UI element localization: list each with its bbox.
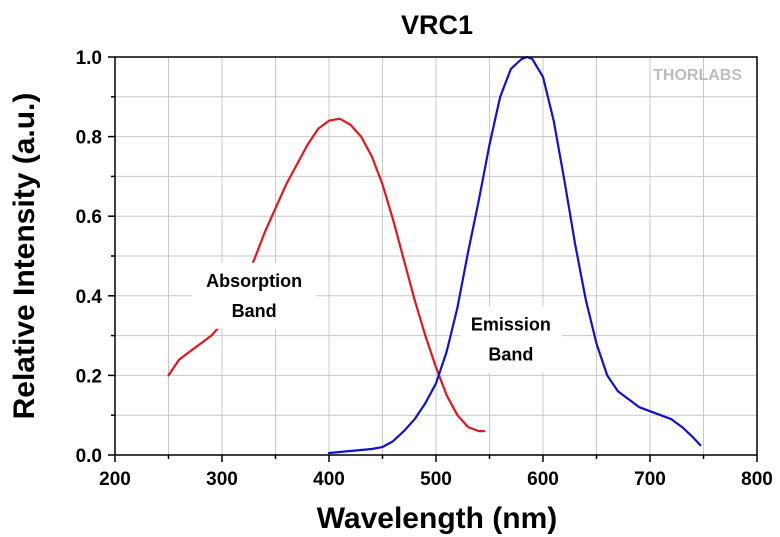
absorption-band-label: Band [232,301,277,321]
emission-band-label: Band [488,345,533,365]
x-tick-label: 400 [313,469,345,490]
x-tick-label: 300 [206,469,238,490]
grid [115,57,757,455]
axis-ticks [108,56,758,462]
y-tick-label: 0.8 [76,128,102,149]
y-tick-label: 0.2 [76,366,102,387]
emission-band-label: Emission [471,315,551,335]
annotations: Absorption Band Emission Band [192,262,562,373]
x-tick-label: 600 [527,469,559,490]
thorlabs-logo: THORLABS [653,67,742,84]
chart-title: VRC1 [401,10,473,40]
y-axis-title: Relative Intensity (a.u.) [8,93,41,420]
absorption-band-label: Absorption [206,271,302,291]
x-tick-label: 700 [634,469,666,490]
y-tick-label: 1.0 [76,48,102,69]
y-tick-label: 0.0 [76,446,102,467]
x-tick-labels: 200 300 400 500 600 700 800 [99,469,773,490]
x-tick-label: 500 [420,469,452,490]
x-axis-title: Wavelength (nm) [317,502,558,535]
x-tick-label: 200 [99,469,131,490]
annotation-background [192,262,317,329]
y-tick-label: 0.6 [76,207,102,228]
emission-band-line [327,55,702,455]
annotation-background [459,306,562,373]
y-tick-labels: 0.0 0.2 0.4 0.6 0.8 1.0 [76,48,103,467]
y-tick-label: 0.4 [76,287,103,308]
x-tick-label: 800 [741,469,773,490]
series-layer [167,55,702,455]
